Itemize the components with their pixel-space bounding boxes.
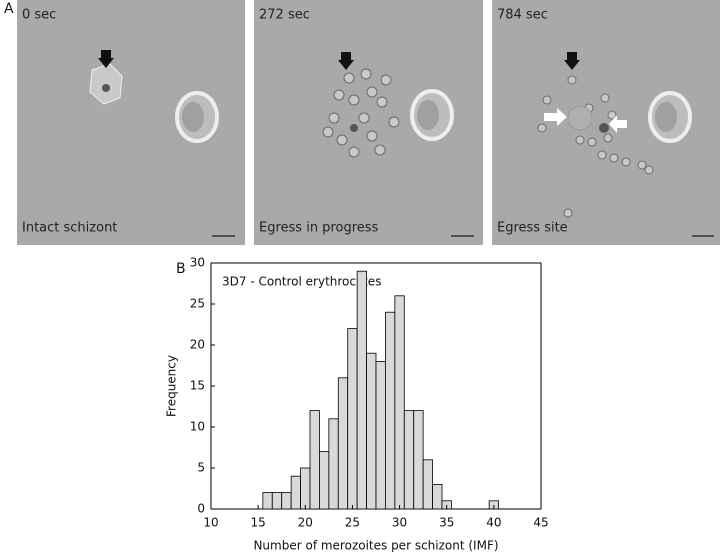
caption: Egress site [497, 221, 568, 236]
caption: Intact schizont [22, 221, 117, 236]
bar [347, 328, 358, 510]
pigment [350, 124, 358, 132]
micrograph: 784 sec Egress site [492, 0, 720, 245]
bar [403, 410, 415, 510]
x-tick-label: 15 [251, 516, 266, 530]
caption: Egress in progress [259, 221, 379, 236]
bar [394, 295, 405, 510]
bar [337, 377, 349, 510]
bar [356, 270, 367, 510]
bar [422, 459, 433, 510]
erythrocyte-center [182, 102, 204, 132]
x-axis-label: Number of merozoites per schizont (IMF) [253, 539, 498, 553]
bar [271, 492, 283, 510]
micrograph: 272 sec Egress in progress [254, 0, 483, 245]
x-tick-label: 40 [486, 516, 501, 530]
x-tick-label: 35 [439, 516, 454, 530]
x-tick-label: 45 [533, 516, 548, 530]
bar [413, 410, 424, 510]
arrow [101, 50, 111, 58]
x-tick-label: 25 [345, 516, 360, 530]
arrow [609, 115, 627, 133]
bar [375, 360, 386, 510]
arrow [98, 58, 114, 68]
micrograph: 0 sec Intact schizont [17, 0, 245, 245]
arrow [567, 52, 577, 60]
bar [328, 418, 339, 510]
y-tick-label: 20 [190, 338, 205, 352]
pigment [599, 123, 609, 133]
y-tick-label: 0 [197, 502, 205, 516]
x-tick-label: 30 [392, 516, 407, 530]
egress-site [567, 105, 593, 131]
time-label: 272 sec [259, 8, 310, 23]
pigment [102, 84, 110, 92]
arrow [544, 108, 567, 126]
bar [319, 451, 330, 510]
arrow [564, 60, 580, 70]
chart-title: 3D7 - Control erythrocytes [222, 275, 381, 289]
y-tick-label: 15 [190, 379, 205, 393]
arrow [338, 60, 354, 70]
y-tick-label: 5 [197, 461, 205, 475]
time-label: 0 sec [22, 8, 56, 23]
y-axis-label: Frequency [165, 355, 179, 417]
time-label: 784 sec [497, 8, 548, 23]
y-tick-label: 25 [190, 297, 205, 311]
merozoites [537, 75, 654, 218]
erythrocyte-center [417, 100, 439, 130]
y-tick-label: 30 [190, 256, 205, 270]
bar [300, 467, 311, 510]
y-tick-label: 10 [190, 420, 205, 434]
panel-label: B [176, 261, 186, 277]
bar [281, 492, 292, 510]
x-tick-label: 20 [298, 516, 313, 530]
panel-label: A [4, 1, 14, 17]
bar [385, 311, 396, 510]
bar [366, 352, 377, 510]
bar [432, 483, 443, 510]
bar [262, 492, 273, 510]
merozoites [322, 68, 400, 158]
bar [290, 475, 301, 510]
erythrocyte-center [655, 102, 677, 132]
x-tick-label: 10 [203, 516, 218, 530]
arrow [341, 52, 351, 60]
bar [309, 410, 320, 510]
